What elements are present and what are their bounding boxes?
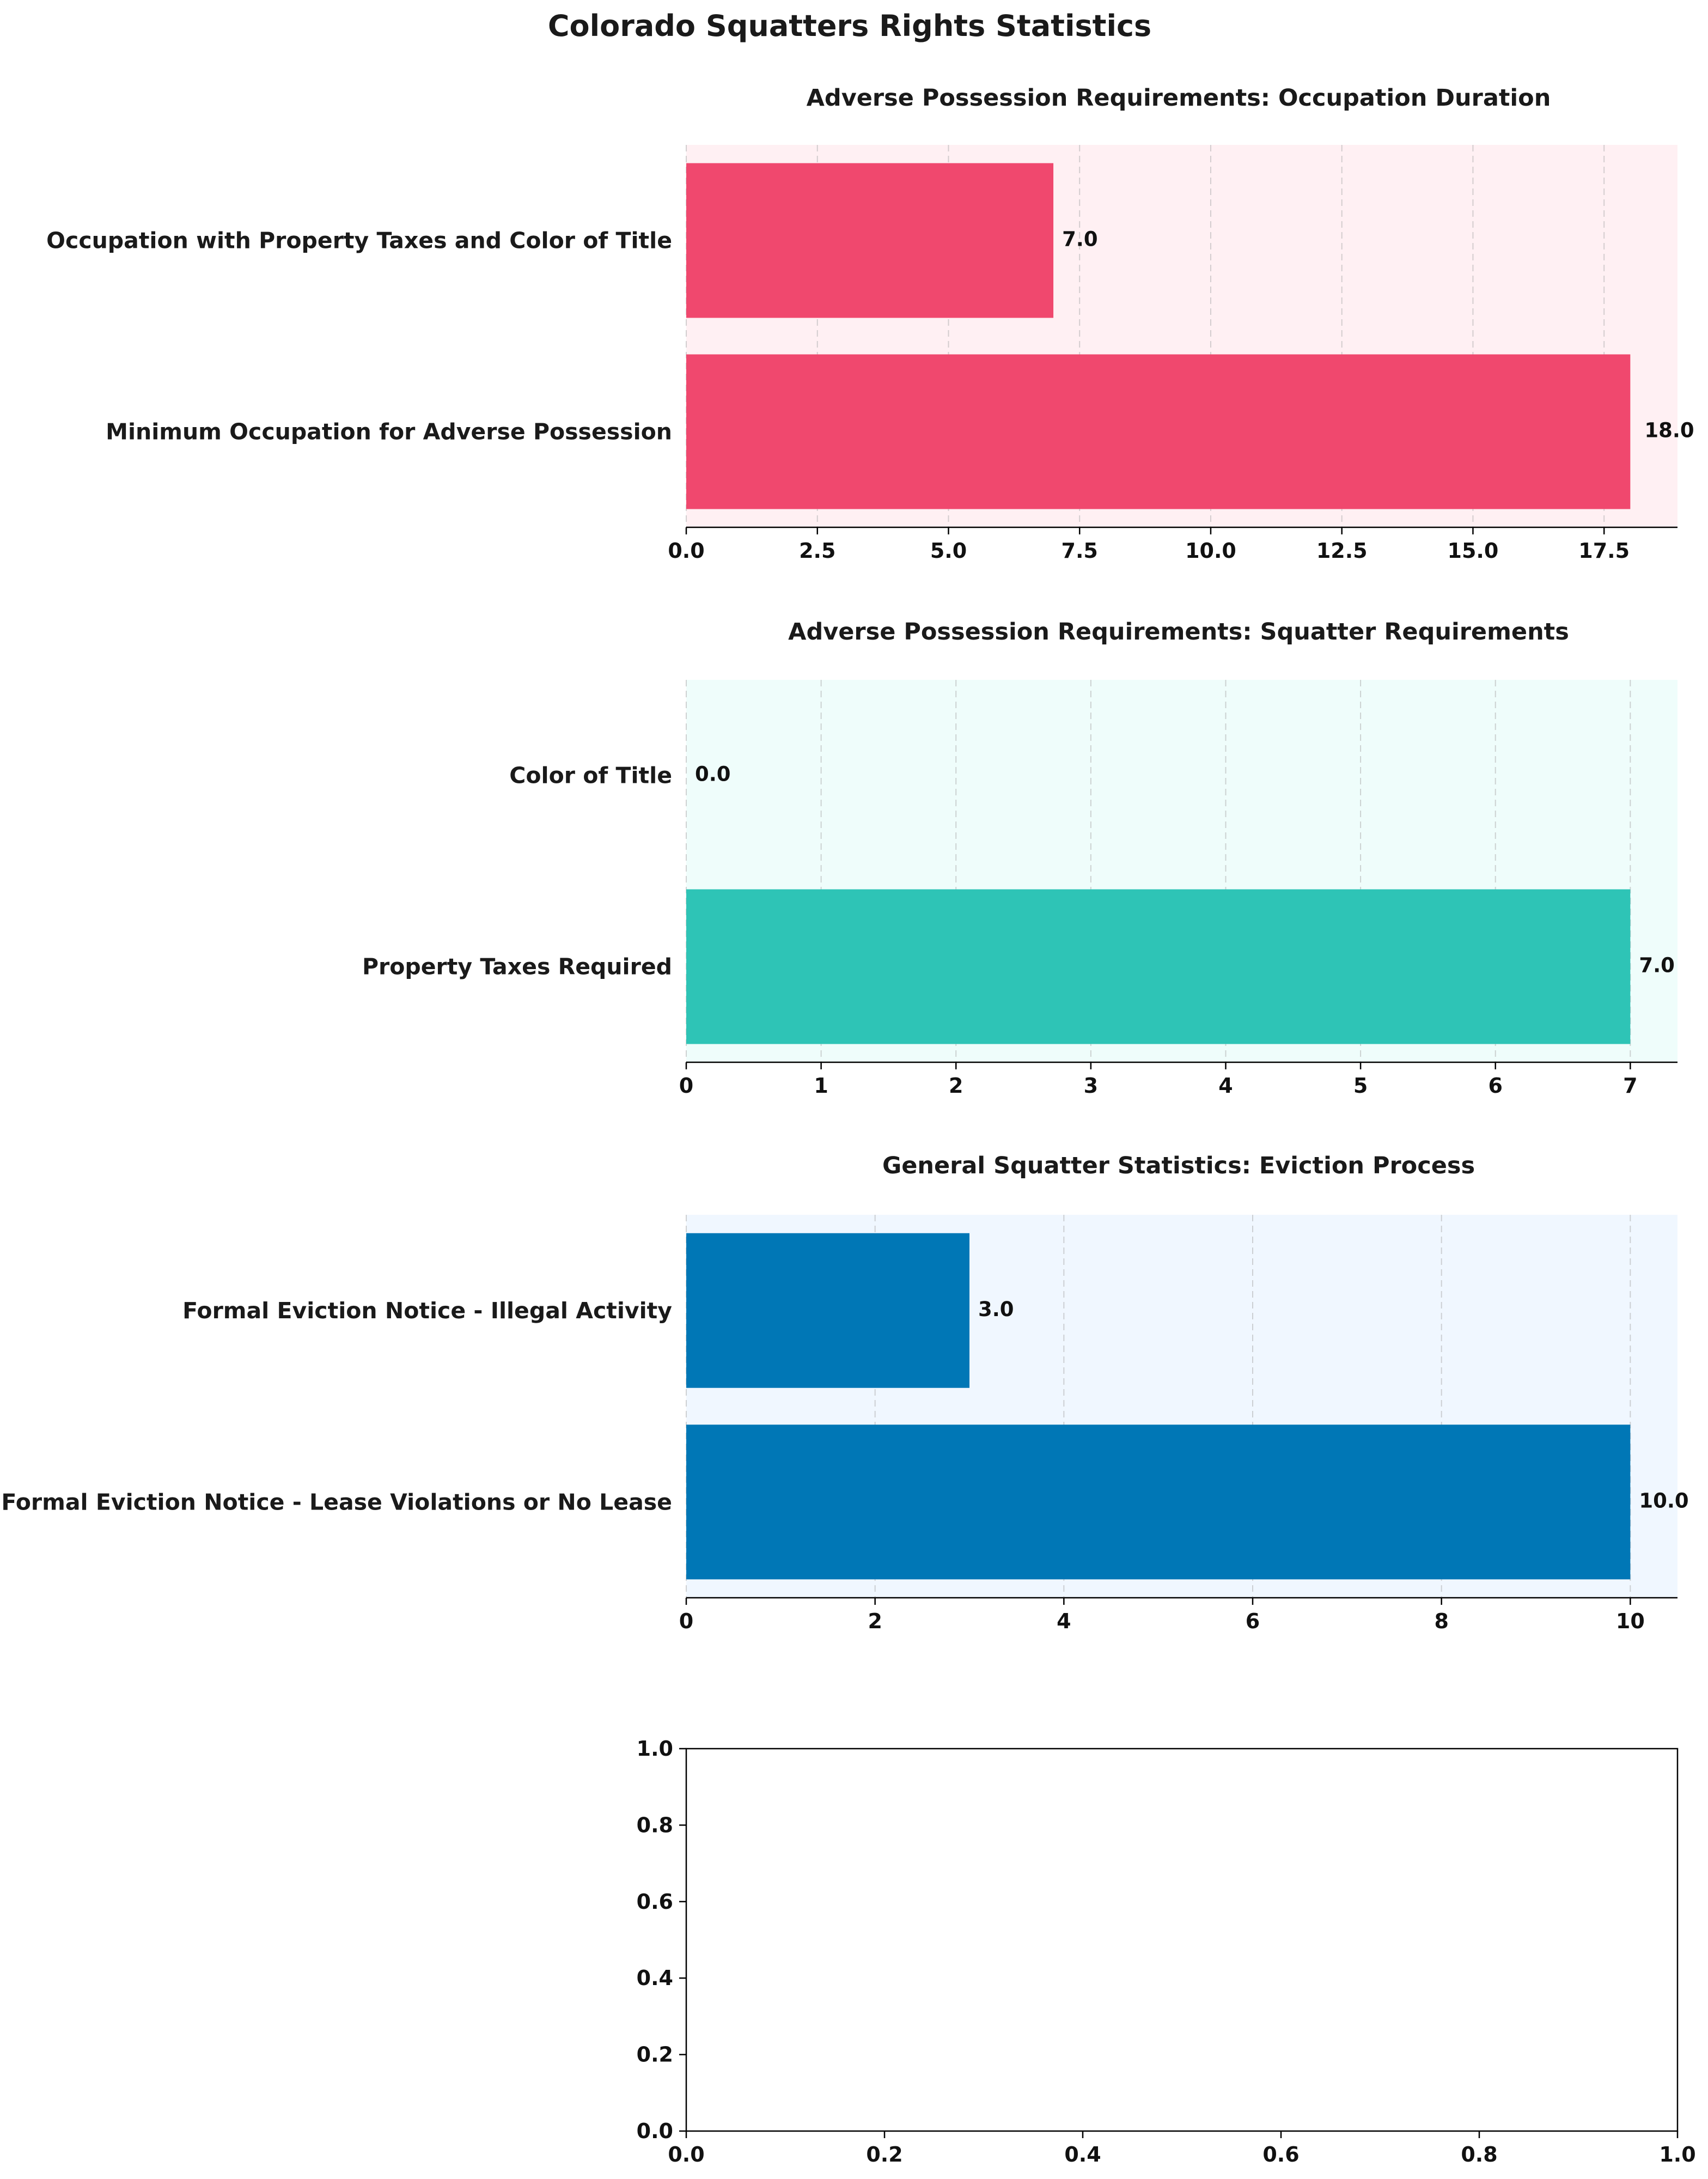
y-tick-label: 1.0 — [637, 1737, 673, 1761]
x-tick-label: 2 — [868, 1609, 882, 1633]
y-tick-label: 0.6 — [637, 1890, 673, 1914]
x-tick-label: 17.5 — [1578, 539, 1630, 563]
y-tick-label: 0.2 — [637, 2043, 673, 2067]
x-tick-label: 7 — [1623, 1074, 1637, 1098]
x-tick-label: 2 — [949, 1074, 963, 1098]
x-tick-label: 0.0 — [668, 2143, 704, 2166]
chart-title: General Squatter Statistics: Eviction Pr… — [882, 1152, 1475, 1179]
x-tick-label: 5 — [1353, 1074, 1368, 1098]
value-label: 10.0 — [1639, 1489, 1688, 1512]
x-tick-label: 4 — [1218, 1074, 1233, 1098]
x-tick-label: 8 — [1434, 1609, 1448, 1633]
x-tick-label: 10.0 — [1185, 539, 1236, 563]
bar — [686, 1233, 969, 1388]
category-label: Color of Title — [509, 763, 672, 789]
x-tick-label: 12.5 — [1316, 539, 1368, 563]
bar — [686, 354, 1631, 509]
chart-title: Adverse Possession Requirements: Occupat… — [807, 84, 1551, 112]
category-label: Property Taxes Required — [362, 954, 672, 980]
category-label: Formal Eviction Notice - Illegal Activit… — [182, 1298, 672, 1324]
value-label: 0.0 — [695, 763, 731, 786]
plot-frame — [685, 1748, 1679, 2132]
x-tick-label: 7.5 — [1062, 539, 1098, 563]
x-tick-label: 2.5 — [799, 539, 835, 563]
x-tick-label: 1 — [814, 1074, 828, 1098]
category-label: Minimum Occupation for Adverse Possessio… — [106, 419, 672, 445]
figure-title: Colorado Squatters Rights Statistics — [548, 9, 1151, 43]
x-tick-label: 1.0 — [1659, 2143, 1695, 2166]
x-tick-label: 0 — [679, 1609, 693, 1633]
chart-occupation-duration: Adverse Possession Requirements: Occupat… — [46, 84, 1694, 563]
x-tick-label: 0.4 — [1064, 2143, 1101, 2166]
x-tick-label: 0 — [679, 1074, 693, 1098]
bar — [686, 163, 1054, 318]
x-tick-label: 6 — [1488, 1074, 1502, 1098]
y-tick-label: 0.4 — [637, 1966, 673, 1990]
x-tick-label: 0.8 — [1461, 2143, 1497, 2166]
x-tick-label: 6 — [1246, 1609, 1260, 1633]
chart-empty-axes: 0.0 0.2 0.4 0.6 0.8 1.0 0.0 0.2 0.4 0.6 0.8 1.0 — [637, 1737, 1696, 2166]
chart-title: Adverse Possession Requirements: Squatte… — [788, 618, 1569, 646]
x-tick-label: 0.2 — [866, 2143, 902, 2166]
x-tick-label: 5.0 — [930, 539, 967, 563]
category-label: Occupation with Property Taxes and Color… — [46, 228, 672, 254]
value-label: 3.0 — [978, 1298, 1014, 1321]
x-tick-label: 15.0 — [1448, 539, 1499, 563]
bar — [686, 1425, 1631, 1580]
value-label: 7.0 — [1062, 228, 1098, 251]
chart-squatter-requirements: Adverse Possession Requirements: Squatte… — [362, 618, 1677, 1098]
x-tick-label: 10 — [1616, 1609, 1645, 1633]
x-tick-label: 0.0 — [668, 539, 704, 563]
value-label: 18.0 — [1644, 419, 1694, 442]
x-tick-label: 3 — [1084, 1074, 1098, 1098]
y-tick-label: 0.0 — [637, 2119, 673, 2143]
bar — [686, 889, 1631, 1044]
category-label: Formal Eviction Notice - Lease Violation… — [1, 1489, 672, 1515]
y-tick-label: 0.8 — [637, 1813, 673, 1837]
x-tick-label: 4 — [1057, 1609, 1071, 1633]
chart-eviction-process: General Squatter Statistics: Eviction Pr… — [1, 1152, 1688, 1633]
x-tick-label: 0.6 — [1262, 2143, 1299, 2166]
value-label: 7.0 — [1639, 954, 1675, 977]
